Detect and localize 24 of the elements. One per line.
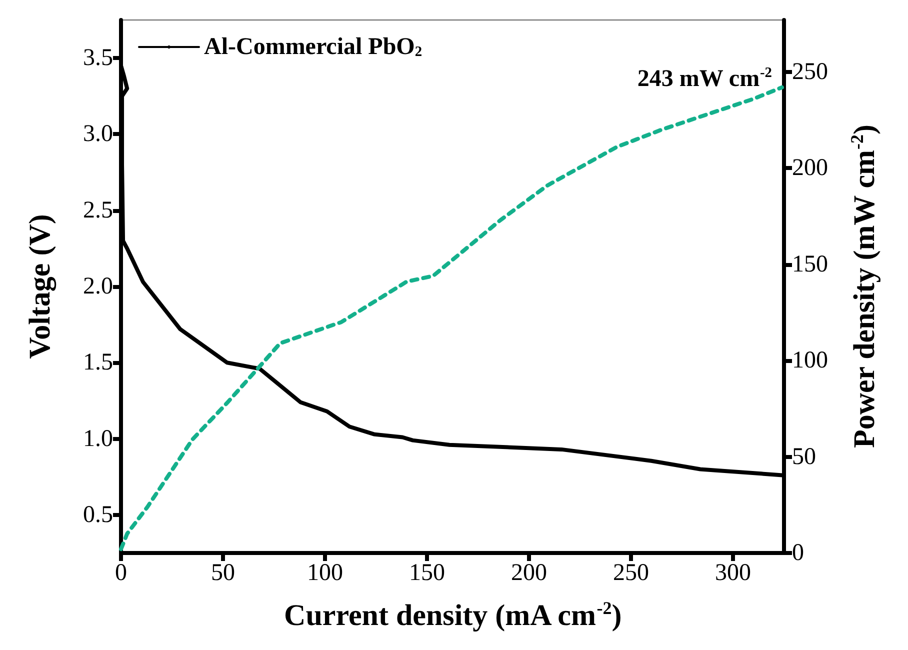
y-tick-label: 2.0 <box>83 274 113 300</box>
x-tick-label: 200 <box>511 560 547 586</box>
y2-tick-label: 150 <box>792 251 828 278</box>
x-tick-label: 250 <box>613 560 649 586</box>
line-series <box>119 85 784 552</box>
y2-tick-label: 250 <box>792 58 828 85</box>
y-axis-title: Voltage (V) <box>24 214 56 359</box>
legend-label: Al-Commercial PbO2 <box>204 34 422 60</box>
y2-tick-label: 200 <box>792 155 828 182</box>
x-tick-label: 150 <box>409 560 445 586</box>
y-tick-label: 3.0 <box>83 121 113 148</box>
y2-tick-label: 100 <box>792 348 828 374</box>
y2-tick-label: 50 <box>792 444 816 470</box>
x-tick-label: 100 <box>307 560 343 586</box>
y-tick-label: 0.5 <box>83 502 113 528</box>
y-tick-label: 1.5 <box>83 350 113 376</box>
x-tick-label: 300 <box>715 560 751 586</box>
x-tick-label: 50 <box>211 560 235 586</box>
y-tick-label: 2.5 <box>83 197 113 224</box>
y2-tick-label: 0 <box>792 540 804 566</box>
y-tick-label: 3.5 <box>83 45 113 72</box>
y2-axis-title: Power density (mW cm-2) <box>847 124 881 448</box>
x-tick-label: 0 <box>115 560 127 586</box>
y-tick-label: 1.0 <box>83 426 113 452</box>
